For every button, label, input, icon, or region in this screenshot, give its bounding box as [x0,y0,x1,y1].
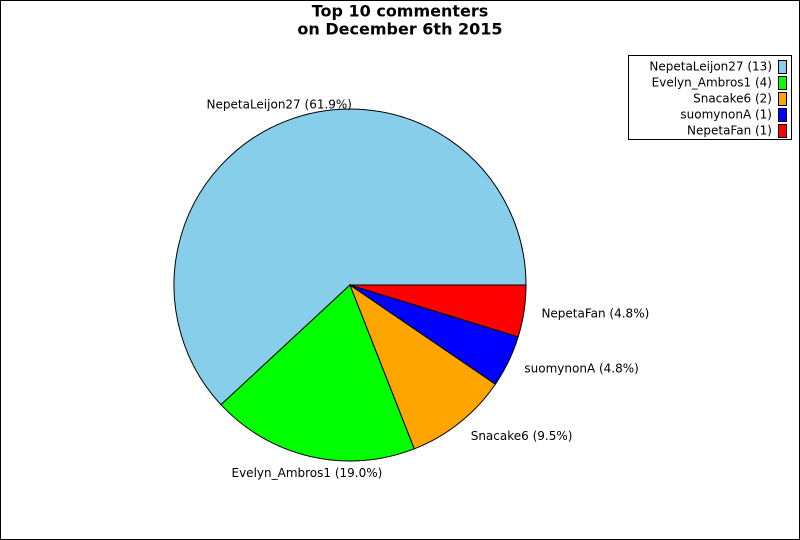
legend-swatch [778,60,787,74]
legend-box [628,55,792,140]
legend-label: Snacake6 (2) [693,92,772,106]
slice-label: suomynonA (4.8%) [524,361,638,375]
legend-label: NepetaFan (1) [687,124,772,138]
legend-swatch [778,76,787,90]
slice-label: NepetaLeijon27 (61.9%) [207,97,352,111]
legend-label: NepetaLeijon27 (13) [649,60,772,74]
chart-title: Top 10 commenters [312,2,489,21]
chart-title: on December 6th 2015 [297,20,502,39]
legend-label: suomynonA (1) [680,108,772,122]
pie-slice [348,283,497,450]
legend-swatch [778,124,787,138]
legend-swatch [778,108,787,122]
legend-label: Evelyn_Ambros1 (4) [652,76,772,90]
pie-slice [349,284,527,338]
legend-swatch [778,92,787,106]
slice-label: NepetaFan (4.8%) [541,306,649,320]
slice-label: Snacake6 (9.5%) [471,429,573,443]
pie-slice [173,108,527,406]
pie-slice [220,284,415,462]
slice-label: Evelyn_Ambros1 (19.0%) [232,466,383,480]
